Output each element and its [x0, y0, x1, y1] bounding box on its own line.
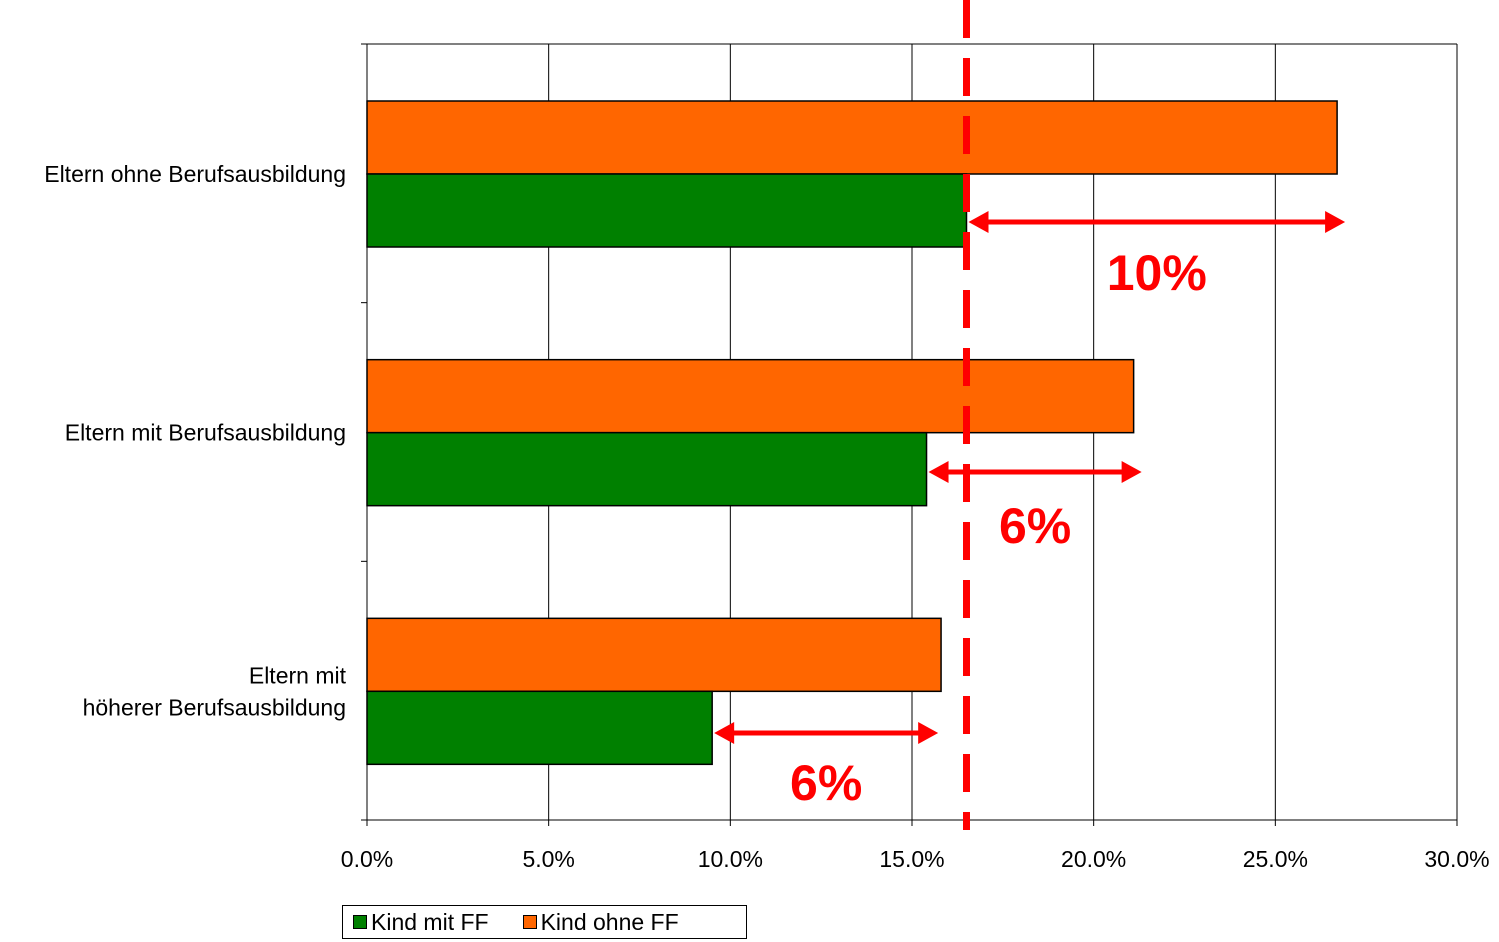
difference-arrow-head-left: [968, 211, 989, 233]
difference-label: 6%: [790, 755, 862, 811]
difference-arrow-head-right: [1325, 211, 1346, 233]
x-tick-label: 15.0%: [879, 846, 944, 872]
category-label: höherer Berufsausbildung: [83, 694, 346, 720]
bar-kind-mit-ff: [366, 431, 928, 507]
bar-kind-ohne-ff: [366, 358, 1135, 434]
category-label: Eltern ohne Berufsausbildung: [44, 161, 346, 187]
category-label: Eltern mit: [249, 662, 347, 688]
x-tick-label: 5.0%: [522, 846, 574, 872]
difference-arrow-head-right: [1121, 461, 1142, 483]
bar-kind-ohne-ff: [366, 100, 1338, 175]
difference-arrow-head-left: [928, 461, 949, 483]
x-tick-label: 20.0%: [1061, 846, 1126, 872]
x-tick-label: 25.0%: [1243, 846, 1308, 872]
x-tick-label: 0.0%: [341, 846, 393, 872]
x-tick-label: 30.0%: [1424, 846, 1489, 872]
bar-kind-mit-ff: [366, 173, 968, 248]
category-label: Eltern mit Berufsausbildung: [65, 420, 346, 446]
x-tick-label: 10.0%: [698, 846, 763, 872]
bar-kind-mit-ff: [366, 690, 713, 766]
legend-item-kind-mit-ff: Kind mit FF: [353, 909, 489, 936]
difference-arrow-head-left: [714, 722, 735, 744]
difference-label: 10%: [1107, 245, 1207, 301]
legend-label: Kind ohne FF: [540, 908, 679, 935]
bar-kind-ohne-ff: [366, 617, 942, 693]
legend-item-kind-ohne-ff: Kind ohne FF: [522, 908, 679, 936]
difference-arrow-head-right: [918, 722, 939, 744]
legend: Kind mit FF Kind ohne FF: [342, 905, 747, 939]
difference-label: 6%: [999, 498, 1071, 554]
legend-label: Kind mit FF: [371, 908, 489, 935]
legend-swatch-orange: [522, 915, 537, 929]
legend-swatch-green: [353, 915, 367, 929]
